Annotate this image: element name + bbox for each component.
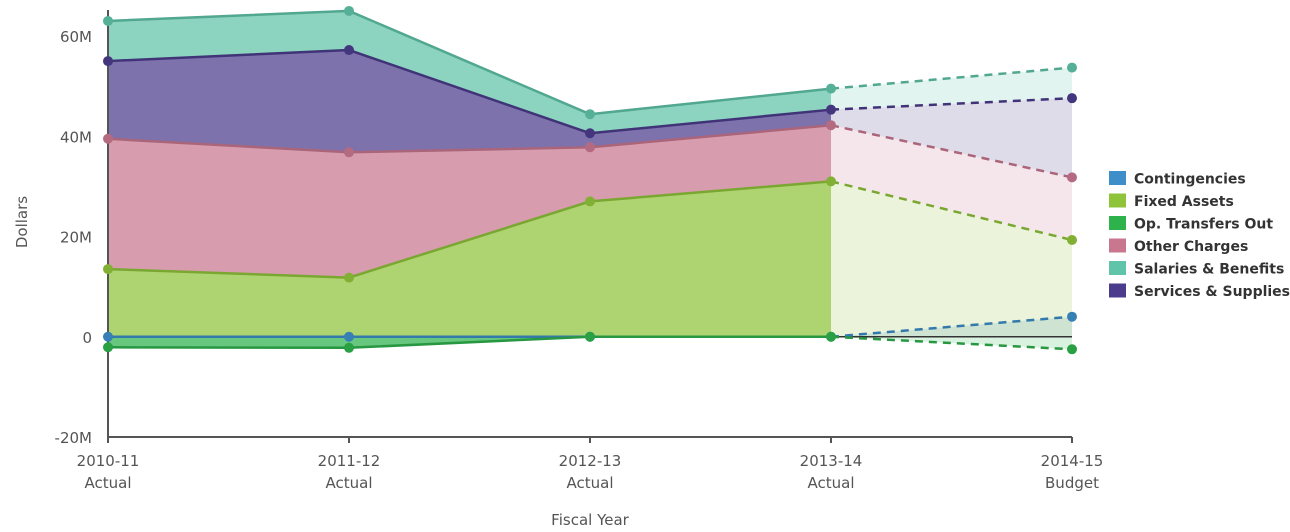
- x-axis-title: Fiscal Year: [551, 511, 629, 529]
- point-services-supplies-2[interactable]: [585, 128, 595, 139]
- point-salaries-benefits-3[interactable]: [826, 83, 836, 94]
- legend-item-services-supplies[interactable]: Services & Supplies: [1109, 283, 1290, 301]
- x-tick-sublabel: Actual: [808, 474, 855, 492]
- point-fixed-assets-0[interactable]: [103, 264, 113, 275]
- plot-areas: [108, 10, 1072, 350]
- point-op-transfers-out-0[interactable]: [103, 342, 113, 353]
- point-contingencies-0[interactable]: [103, 331, 113, 342]
- axis-labels: -20M 0 20M 40M 60M 2010-11 Actual 2011-12 Actual…: [13, 28, 1103, 529]
- x-tick-sublabel: Actual: [326, 474, 373, 492]
- point-fixed-assets-2[interactable]: [585, 196, 595, 207]
- point-services-supplies-4[interactable]: [1067, 93, 1077, 104]
- x-tick-sublabel: Actual: [85, 474, 132, 492]
- point-services-supplies-1[interactable]: [344, 45, 354, 56]
- legend-label: Contingencies: [1134, 172, 1246, 188]
- legend-item-op-transfers-out[interactable]: Op. Transfers Out: [1109, 216, 1273, 233]
- line-salaries-benefits-budget: [830, 66, 1073, 90]
- legend-item-other-charges[interactable]: Other Charges: [1109, 238, 1248, 256]
- point-fixed-assets-1[interactable]: [344, 272, 354, 283]
- point-other-charges-0[interactable]: [103, 133, 113, 144]
- point-other-charges-4[interactable]: [1067, 172, 1077, 183]
- x-tick-sublabel: Actual: [567, 474, 614, 492]
- point-salaries-benefits-1[interactable]: [344, 5, 354, 16]
- area-services-supplies-budget: [831, 98, 1072, 178]
- area-salaries-benefits-budget: [831, 67, 1072, 110]
- y-tick-label: -20M: [55, 429, 92, 447]
- legend-item-salaries-benefits[interactable]: Salaries & Benefits: [1109, 261, 1284, 278]
- area-fixed-assets-budget: [831, 181, 1072, 337]
- point-op-transfers-out-3[interactable]: [826, 331, 836, 342]
- point-other-charges-1[interactable]: [344, 147, 354, 158]
- area-contingencies-budget: [831, 316, 1072, 337]
- legend-swatch: [1109, 216, 1126, 230]
- line-op-transfers-out-budget: [830, 335, 1073, 351]
- area-salaries-benefits-actual: [108, 10, 831, 134]
- line-other-charges-actual: [107, 123, 832, 154]
- x-tick-label: 2014-15: [1041, 452, 1104, 470]
- data-points[interactable]: [103, 5, 1077, 355]
- x-tick-label: 2012-13: [559, 452, 622, 470]
- line-salaries-benefits-actual: [107, 9, 832, 116]
- point-op-transfers-out-4[interactable]: [1067, 344, 1077, 355]
- legend-swatch: [1109, 238, 1126, 253]
- y-axis-title: Dollars: [13, 196, 31, 248]
- legend-label: Other Charges: [1134, 239, 1248, 255]
- area-op-transfers-out-budget: [831, 336, 1072, 350]
- line-contingencies-budget: [830, 315, 1073, 338]
- line-fixed-assets-actual: [107, 180, 832, 279]
- line-services-supplies-actual: [107, 48, 832, 135]
- point-fixed-assets-4[interactable]: [1067, 235, 1077, 246]
- point-services-supplies-0[interactable]: [103, 56, 113, 67]
- point-contingencies-1[interactable]: [344, 331, 354, 342]
- x-tick-label: 2011-12: [318, 452, 381, 470]
- point-salaries-benefits-4[interactable]: [1067, 62, 1077, 73]
- area-other-charges-actual: [108, 125, 831, 278]
- area-services-supplies-actual: [108, 50, 831, 153]
- legend-item-fixed-assets[interactable]: Fixed Assets: [1109, 193, 1234, 211]
- legend-item-contingencies[interactable]: Contingencies: [1109, 171, 1246, 188]
- legend-label: Salaries & Benefits: [1134, 262, 1284, 278]
- point-salaries-benefits-0[interactable]: [103, 15, 113, 26]
- x-tick-label: 2013-14: [800, 452, 863, 470]
- y-tick-label: 0: [82, 329, 92, 347]
- x-tick-label: 2010-11: [77, 452, 140, 470]
- area-other-charges-budget: [831, 125, 1072, 241]
- point-services-supplies-3[interactable]: [826, 104, 836, 115]
- point-salaries-benefits-2[interactable]: [585, 109, 595, 120]
- legend-label: Services & Supplies: [1134, 284, 1290, 300]
- y-tick-label: 20M: [60, 229, 92, 247]
- legend-label: Op. Transfers Out: [1134, 217, 1273, 233]
- point-fixed-assets-3[interactable]: [826, 176, 836, 187]
- point-other-charges-2[interactable]: [585, 142, 595, 153]
- y-tick-label: 40M: [60, 128, 92, 146]
- point-op-transfers-out-2[interactable]: [585, 331, 595, 342]
- legend-label: Fixed Assets: [1134, 194, 1234, 210]
- legend-swatch: [1109, 261, 1126, 275]
- point-other-charges-3[interactable]: [826, 120, 836, 131]
- x-tick-sublabel: Budget: [1045, 474, 1099, 492]
- legend-swatch: [1109, 171, 1126, 185]
- point-contingencies-4[interactable]: [1067, 311, 1077, 322]
- series-lines: [107, 9, 1073, 351]
- legend[interactable]: Contingencies Fixed Assets Op. Transfers O…: [1109, 171, 1290, 300]
- legend-swatch: [1109, 283, 1126, 298]
- legend-swatch: [1109, 193, 1126, 208]
- line-services-supplies-budget: [830, 96, 1073, 111]
- line-op-transfers-out-actual: [107, 335, 831, 350]
- y-tick-label: 60M: [60, 28, 92, 46]
- area-fixed-assets-actual: [108, 181, 831, 337]
- point-op-transfers-out-1[interactable]: [344, 342, 354, 353]
